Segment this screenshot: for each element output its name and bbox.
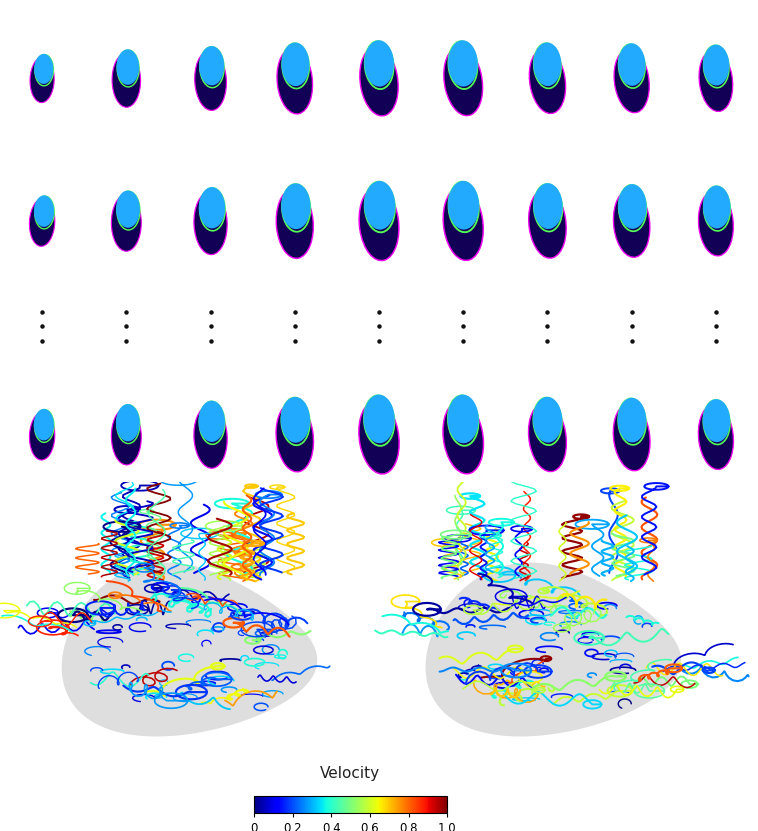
Ellipse shape xyxy=(618,398,647,442)
Ellipse shape xyxy=(199,188,225,231)
Ellipse shape xyxy=(199,401,225,445)
Ellipse shape xyxy=(117,49,139,85)
Ellipse shape xyxy=(34,54,53,84)
Ellipse shape xyxy=(534,43,561,88)
Polygon shape xyxy=(426,563,681,735)
Ellipse shape xyxy=(30,412,55,460)
Ellipse shape xyxy=(112,53,140,107)
Ellipse shape xyxy=(194,406,227,468)
Text: Velocity: Velocity xyxy=(320,766,381,781)
Ellipse shape xyxy=(281,397,310,445)
Ellipse shape xyxy=(528,189,566,258)
Ellipse shape xyxy=(281,42,309,86)
Ellipse shape xyxy=(619,398,646,445)
Ellipse shape xyxy=(528,403,566,472)
Ellipse shape xyxy=(111,408,141,465)
Ellipse shape xyxy=(534,183,562,229)
Ellipse shape xyxy=(529,48,565,114)
Ellipse shape xyxy=(35,410,54,442)
Ellipse shape xyxy=(281,184,311,229)
Polygon shape xyxy=(62,563,317,735)
Ellipse shape xyxy=(359,187,399,261)
Ellipse shape xyxy=(534,42,562,86)
Ellipse shape xyxy=(195,51,227,111)
Ellipse shape xyxy=(443,187,484,260)
Polygon shape xyxy=(426,563,681,735)
Ellipse shape xyxy=(360,47,398,116)
Ellipse shape xyxy=(34,409,54,440)
Ellipse shape xyxy=(614,49,650,113)
Ellipse shape xyxy=(365,40,394,86)
Ellipse shape xyxy=(277,48,312,114)
Polygon shape xyxy=(62,563,317,735)
Ellipse shape xyxy=(200,47,224,88)
Ellipse shape xyxy=(703,45,729,86)
Ellipse shape xyxy=(35,196,55,229)
Ellipse shape xyxy=(619,184,647,231)
Ellipse shape xyxy=(111,194,141,251)
Ellipse shape xyxy=(619,44,645,88)
Ellipse shape xyxy=(34,195,54,227)
Ellipse shape xyxy=(364,395,395,443)
Ellipse shape xyxy=(117,191,140,230)
Ellipse shape xyxy=(618,184,647,229)
Ellipse shape xyxy=(116,404,139,441)
Ellipse shape xyxy=(698,191,733,256)
Ellipse shape xyxy=(448,396,478,445)
Ellipse shape xyxy=(35,55,53,86)
Ellipse shape xyxy=(703,400,730,445)
Ellipse shape xyxy=(534,397,562,445)
Ellipse shape xyxy=(533,397,562,443)
Ellipse shape xyxy=(619,43,645,86)
Ellipse shape xyxy=(282,43,309,89)
Ellipse shape xyxy=(199,187,225,229)
Ellipse shape xyxy=(194,192,227,254)
Ellipse shape xyxy=(448,181,479,229)
Ellipse shape xyxy=(534,184,562,232)
Ellipse shape xyxy=(117,50,139,87)
Ellipse shape xyxy=(199,46,224,86)
Ellipse shape xyxy=(364,181,395,229)
Ellipse shape xyxy=(276,403,314,472)
Ellipse shape xyxy=(703,45,729,88)
Ellipse shape xyxy=(448,40,478,86)
Ellipse shape xyxy=(282,184,310,232)
Ellipse shape xyxy=(613,189,650,258)
Ellipse shape xyxy=(447,395,479,443)
Ellipse shape xyxy=(449,182,479,232)
Ellipse shape xyxy=(443,47,483,116)
Ellipse shape xyxy=(698,405,734,470)
Ellipse shape xyxy=(699,50,733,111)
Ellipse shape xyxy=(703,185,731,229)
Ellipse shape xyxy=(280,397,310,443)
Ellipse shape xyxy=(30,57,54,102)
Ellipse shape xyxy=(30,199,55,246)
Ellipse shape xyxy=(116,190,140,228)
Ellipse shape xyxy=(365,41,393,89)
Ellipse shape xyxy=(703,186,730,231)
Ellipse shape xyxy=(703,399,730,442)
Ellipse shape xyxy=(359,401,399,474)
Ellipse shape xyxy=(449,41,478,89)
Ellipse shape xyxy=(276,189,313,258)
Ellipse shape xyxy=(443,401,484,474)
Ellipse shape xyxy=(117,405,139,444)
Ellipse shape xyxy=(199,401,225,442)
Ellipse shape xyxy=(613,404,650,470)
Ellipse shape xyxy=(365,182,395,233)
Ellipse shape xyxy=(364,396,394,446)
